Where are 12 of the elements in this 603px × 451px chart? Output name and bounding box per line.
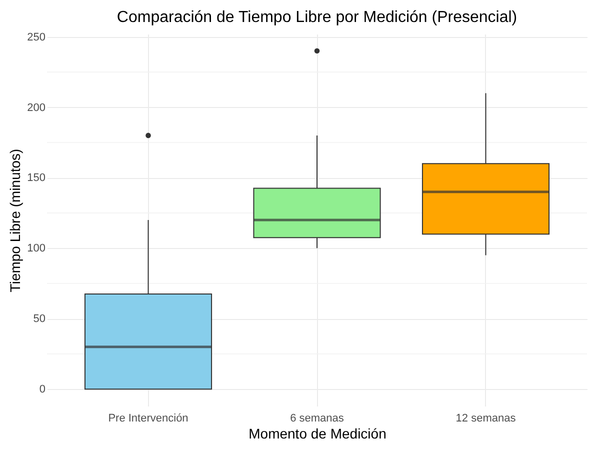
y-tick-label: 100 <box>27 242 46 255</box>
chart-title: Comparación de Tiempo Libre por Medición (Presencial) <box>116 8 518 26</box>
x-tick-label: Pre Intervención <box>108 412 188 424</box>
y-axis-title: Tiempo Libre (minutos) <box>7 148 24 292</box>
y-tick-label: 150 <box>27 172 46 184</box>
y-tick-label: 50 <box>33 313 46 326</box>
x-tick-label: 12 semanas <box>456 412 516 424</box>
x-axis-title: Momento de Medición <box>248 426 386 442</box>
y-tick-label: 0 <box>39 384 46 396</box>
y-tick-label: 250 <box>27 31 46 44</box>
y-tick-label: 200 <box>27 102 46 114</box>
x-tick-label: 6 semanas <box>290 412 344 424</box>
